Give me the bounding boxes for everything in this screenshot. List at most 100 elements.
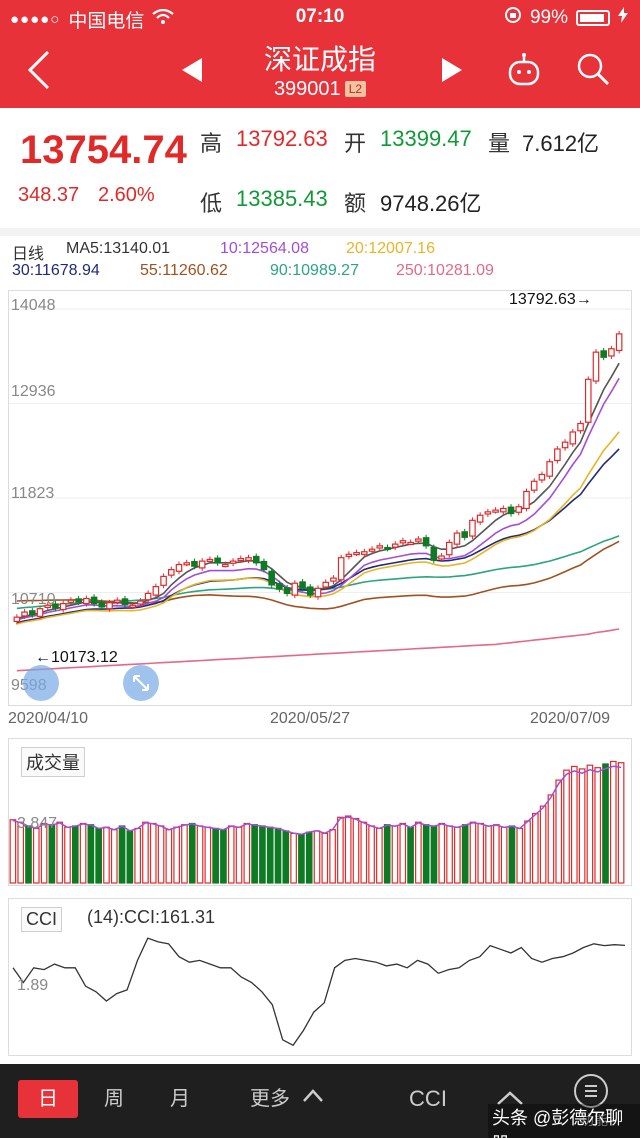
volume-bar — [134, 827, 141, 884]
volume-bar — [461, 824, 469, 884]
back-button[interactable] — [20, 46, 60, 94]
volume-bar — [95, 827, 103, 884]
candle-body — [430, 546, 438, 561]
menu-icon[interactable] — [574, 1074, 608, 1108]
volume-bar — [188, 822, 196, 884]
volume-bar — [337, 816, 344, 884]
volume-bar — [609, 760, 617, 884]
date-label-start: 2020/04/10 — [8, 710, 89, 727]
volume-bar — [305, 831, 313, 884]
candle-body — [368, 548, 376, 552]
volume-bar — [516, 827, 524, 884]
battery-percent: 99% — [529, 7, 568, 28]
robot-assistant-icon[interactable] — [506, 52, 542, 88]
next-stock-button[interactable] — [440, 56, 464, 84]
volume-bar — [251, 824, 258, 884]
volume-label: 量 — [488, 131, 511, 156]
volume-bar — [71, 825, 79, 884]
volume-bar — [570, 765, 578, 884]
volume-bar — [500, 826, 508, 884]
carrier-label: 中国电信 — [68, 11, 145, 32]
indicator-cci-button[interactable]: CCI — [409, 1086, 447, 1111]
volume-y-tick: 3.847 — [17, 815, 58, 832]
volume-bar — [313, 830, 321, 884]
candle-body — [52, 603, 59, 609]
candle-body — [90, 596, 98, 605]
volume-bar — [212, 827, 219, 884]
tab-month[interactable]: 月 — [170, 1088, 190, 1110]
candle-body — [113, 599, 121, 603]
ma90-label: 90:10989.27 — [270, 262, 359, 279]
kline-chart[interactable]: 14048 12936 11823 10710 9598 13792.63→ ←… — [8, 290, 632, 706]
candle-body — [469, 519, 476, 537]
cci-chart[interactable]: CCI (14):CCI:161.31 1.89 — [8, 898, 632, 1056]
candle-body — [252, 555, 260, 564]
candle-body — [515, 506, 523, 513]
cci-tab[interactable]: CCI — [21, 907, 62, 932]
chevron-up-icon[interactable] — [302, 1088, 324, 1109]
volume-bar — [531, 812, 539, 884]
period-label[interactable]: 日线 — [12, 246, 45, 263]
stock-code: 399001 L2 — [0, 78, 640, 101]
volume-bar — [524, 820, 531, 884]
volume-bar — [321, 832, 329, 884]
l2-badge: L2 — [344, 81, 367, 97]
volume-bar — [157, 825, 165, 884]
volume-bar — [485, 825, 492, 884]
candle-body — [577, 422, 584, 432]
candle-body — [237, 557, 245, 562]
volume-bar — [415, 821, 422, 884]
expand-chart-button[interactable] — [123, 665, 159, 701]
search-icon[interactable] — [574, 50, 612, 88]
candle-body — [376, 545, 384, 549]
volume-bar — [422, 824, 430, 884]
high-value: 13792.63 — [236, 126, 328, 151]
price-change-percent: 2.60% — [98, 184, 155, 206]
drag-handle-left[interactable] — [23, 665, 59, 701]
volume-bar — [79, 822, 87, 884]
candle-body — [106, 602, 113, 610]
page-title: 深证成指 — [263, 44, 376, 75]
volume-chart[interactable]: 成交量 3.847 — [8, 738, 632, 886]
volume-bar — [142, 821, 149, 884]
candle-body — [13, 616, 21, 623]
candle-body — [44, 604, 52, 609]
volume-bar — [274, 827, 282, 884]
volume-tab[interactable]: 成交量 — [21, 747, 85, 777]
cci-svg — [12, 937, 626, 1047]
candle-body — [21, 611, 28, 617]
volume-bar — [235, 826, 243, 884]
volume-bar — [243, 822, 251, 884]
signal-icon: ●●●●○ — [10, 11, 61, 28]
low-value: 13385.43 — [236, 186, 328, 211]
candle-body — [546, 461, 553, 477]
candle-body — [391, 543, 399, 548]
watermark: 头条 @彭德尔聊股 — [488, 1104, 640, 1138]
volume-bar — [196, 825, 204, 884]
tab-week[interactable]: 周 — [104, 1088, 124, 1110]
candle-body — [554, 448, 561, 462]
candle-body — [191, 560, 198, 567]
candle-body — [600, 350, 607, 358]
volume-bar — [259, 825, 266, 884]
volume-bar — [407, 826, 414, 884]
cci-params: (14):CCI:161.31 — [87, 907, 216, 927]
volume-bar — [344, 815, 352, 884]
tab-more[interactable]: 更多 — [250, 1088, 290, 1110]
volume-bar — [173, 826, 180, 884]
home-icon[interactable] — [496, 1090, 524, 1117]
candle-body — [83, 597, 90, 605]
candle-body — [530, 480, 538, 491]
volume-bar — [282, 830, 290, 884]
volume-bar — [586, 764, 594, 884]
candle-body — [608, 348, 615, 357]
candle-body — [353, 552, 360, 556]
min-price-annotation: ←10173.12 — [35, 649, 118, 666]
volume-bar — [578, 768, 586, 884]
tab-day[interactable]: 日 — [18, 1080, 78, 1118]
previous-stock-button[interactable] — [180, 56, 204, 84]
candle-body — [523, 490, 530, 510]
candle-body — [322, 581, 330, 588]
candle-body — [453, 532, 461, 545]
volume-bar — [547, 794, 555, 884]
